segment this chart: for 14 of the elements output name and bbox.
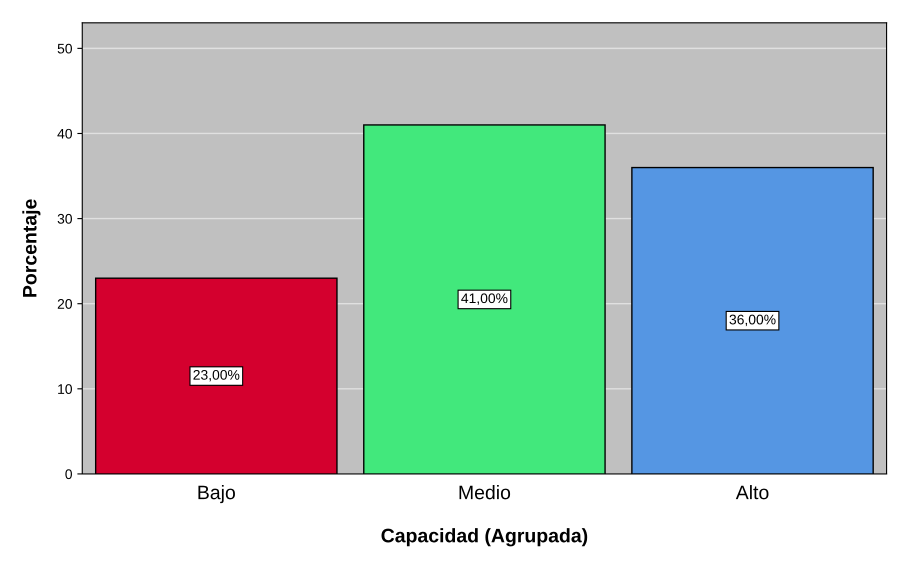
x-tick-label: Medio bbox=[460, 485, 510, 500]
y-axis-title: Porcentaje bbox=[22, 199, 40, 297]
data-label: 41,00% bbox=[461, 293, 508, 305]
y-tick-label: 0 bbox=[65, 469, 72, 480]
y-tick-label: 50 bbox=[58, 44, 72, 54]
y-tick-label: 40 bbox=[57, 128, 72, 139]
x-axis-title: Capacidad (Agrupada) bbox=[382, 528, 588, 546]
data-label: 36,00% bbox=[730, 314, 776, 326]
data-label: 23,00% bbox=[193, 370, 240, 382]
y-tick-label: 10 bbox=[58, 384, 72, 394]
x-tick-label: Bajo bbox=[198, 485, 235, 504]
x-tick-label: Alto bbox=[736, 485, 768, 500]
y-tick-label: 20 bbox=[58, 299, 72, 309]
y-tick-label: 30 bbox=[58, 214, 72, 224]
